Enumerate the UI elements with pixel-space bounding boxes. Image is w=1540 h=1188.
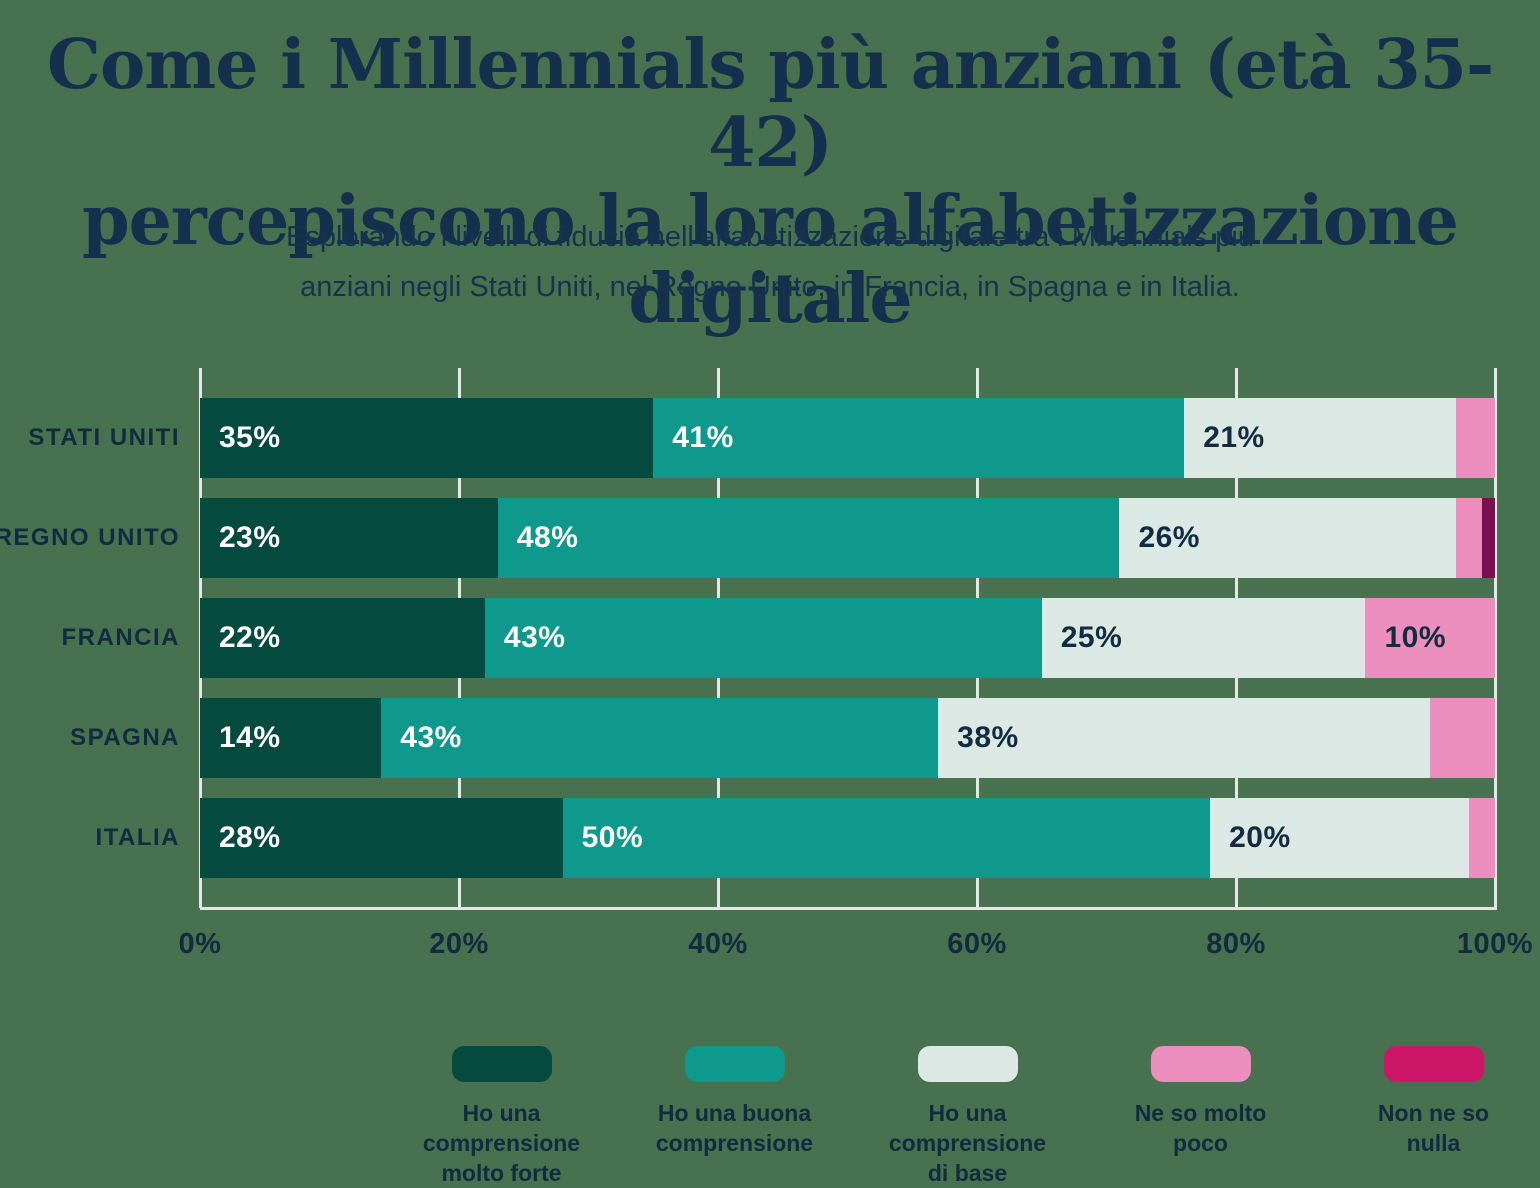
x-axis-tick-label: 20% — [429, 928, 489, 960]
bar-value-label: 35% — [219, 421, 281, 454]
legend-label-line: Ho una comprensione — [888, 1100, 1047, 1156]
category-label: FRANCIA — [61, 624, 180, 651]
x-axis-labels: 0% 20% 40% 60% 80% 100% — [179, 928, 1533, 968]
legend-item: Ho una comprensione di base — [851, 1046, 1084, 1188]
category-label: ITALIA — [95, 824, 180, 851]
bar-segment: 20% — [1210, 798, 1470, 878]
bar-row: 22% 43% 25% 10% — [200, 598, 1495, 678]
legend-label-line: poco — [1173, 1130, 1228, 1156]
legend-label-line: molto forte — [441, 1160, 562, 1186]
bar-segment: 10% — [1365, 598, 1495, 678]
chart-subtitle: Esplorando i livelli di fiducia nell'alf… — [0, 212, 1540, 312]
legend-label-line: Ho una comprensione — [422, 1100, 581, 1156]
legend-label-line: di base — [927, 1160, 1008, 1186]
category-label: SPAGNA — [70, 724, 180, 751]
bar-value-label: 41% — [672, 421, 734, 454]
chart-title-line1: Come i Millennials più anziani (età 35-4… — [46, 25, 1494, 183]
legend-item: Non ne so nulla — [1317, 1046, 1540, 1188]
bar-segment: 41% — [653, 398, 1185, 478]
bar-segment: 35% — [200, 398, 654, 478]
bar-value-label: 14% — [219, 721, 281, 754]
x-axis-tick-label: 60% — [947, 928, 1007, 960]
x-axis-tick-label: 40% — [688, 928, 748, 960]
bar-value-label: 20% — [1229, 821, 1291, 854]
bar-segment: 25% — [1041, 598, 1366, 678]
bar-value-label: 21% — [1203, 421, 1265, 454]
legend-item: Ho una buona comprensione — [618, 1046, 851, 1188]
category-axis: STATI UNITI REGNO UNITO FRANCIA SPAGNA ITALI… — [0, 368, 180, 908]
gridline — [1494, 368, 1497, 908]
bar-segment: 14% — [200, 698, 382, 778]
bar-segment: 48% — [497, 498, 1120, 578]
bar-row: 35% 41% 21% — [200, 398, 1495, 478]
bar-value-label: 50% — [581, 821, 644, 854]
bar-value-label: 43% — [503, 621, 566, 654]
chart-subtitle-line2: anziani negli Stati Uniti, nel Regno Uni… — [300, 271, 1240, 303]
bar-segment: 50% — [562, 798, 1211, 878]
legend-label: Non ne so nulla — [1317, 1098, 1540, 1158]
plot-area: 35% 41% 21% 23% 48% 26% 22% 43% 25% 10% 14% 43% 38% 2… — [199, 368, 1497, 910]
chart-title-line2: percepiscono la loro alfabetizzazione di… — [82, 181, 1459, 339]
bar-segment — [1456, 398, 1495, 478]
chart-title: Come i Millennials più anziani (età 35-4… — [0, 26, 1540, 338]
bar-segment: 28% — [200, 798, 563, 878]
bar-segment: 22% — [200, 598, 485, 678]
legend: Ho una comprensione molto forte Ho una buo… — [385, 1046, 1540, 1188]
category-label: STATI UNITI — [28, 424, 180, 451]
bar-value-label: 23% — [219, 521, 281, 554]
category-label: REGNO UNITO — [0, 524, 180, 551]
legend-swatch — [451, 1046, 552, 1082]
x-axis-tick-label: 100% — [1456, 928, 1534, 960]
legend-swatch — [1150, 1046, 1251, 1082]
x-axis-tick-label: 80% — [1206, 928, 1266, 960]
bar-segment: 21% — [1184, 398, 1457, 478]
bar-value-label: 28% — [219, 821, 281, 854]
bar-value-label: 22% — [219, 621, 281, 654]
bar-segment — [1456, 498, 1483, 578]
bar-value-label: 48% — [516, 521, 579, 554]
legend-label-line: Ne so molto — [1134, 1100, 1267, 1126]
legend-label-line: Ho una buona — [657, 1100, 812, 1126]
legend-label: Ho una comprensione molto forte — [385, 1098, 618, 1188]
bar-segment: 38% — [938, 698, 1431, 778]
legend-swatch — [917, 1046, 1018, 1082]
bar-row: 28% 50% 20% — [200, 798, 1495, 878]
bar-segment: 43% — [381, 698, 939, 778]
bar-segment — [1430, 698, 1495, 778]
x-axis-baseline — [200, 907, 1497, 910]
legend-label-line: Non ne so — [1377, 1100, 1490, 1126]
bar-value-label: 26% — [1138, 521, 1200, 554]
bar-value-label: 43% — [400, 721, 462, 754]
x-axis-tick-label: 0% — [178, 928, 222, 960]
chart-subtitle-line1: Esplorando i livelli di fiducia nell'alf… — [286, 221, 1254, 253]
legend-swatch — [1383, 1046, 1484, 1082]
bar-value-label: 25% — [1060, 621, 1123, 654]
bar-segment — [1482, 498, 1495, 578]
legend-label: Ne so molto poco — [1084, 1098, 1317, 1158]
legend-swatch — [684, 1046, 785, 1082]
bar-segment: 26% — [1119, 498, 1457, 578]
legend-label: Ho una comprensione di base — [851, 1098, 1084, 1188]
bar-value-label: 10% — [1384, 621, 1447, 654]
legend-label: Ho una buona comprensione — [618, 1098, 851, 1158]
bar-row: 23% 48% 26% — [200, 498, 1495, 578]
legend-item: Ho una comprensione molto forte — [385, 1046, 618, 1188]
bar-segment — [1469, 798, 1495, 878]
legend-item: Ne so molto poco — [1084, 1046, 1317, 1188]
bar-segment: 43% — [484, 598, 1042, 678]
bar-segment: 23% — [200, 498, 498, 578]
bar-value-label: 38% — [957, 721, 1019, 754]
bar-row: 14% 43% 38% — [200, 698, 1495, 778]
legend-label-line: comprensione — [655, 1130, 814, 1156]
legend-label-line: nulla — [1406, 1130, 1461, 1156]
